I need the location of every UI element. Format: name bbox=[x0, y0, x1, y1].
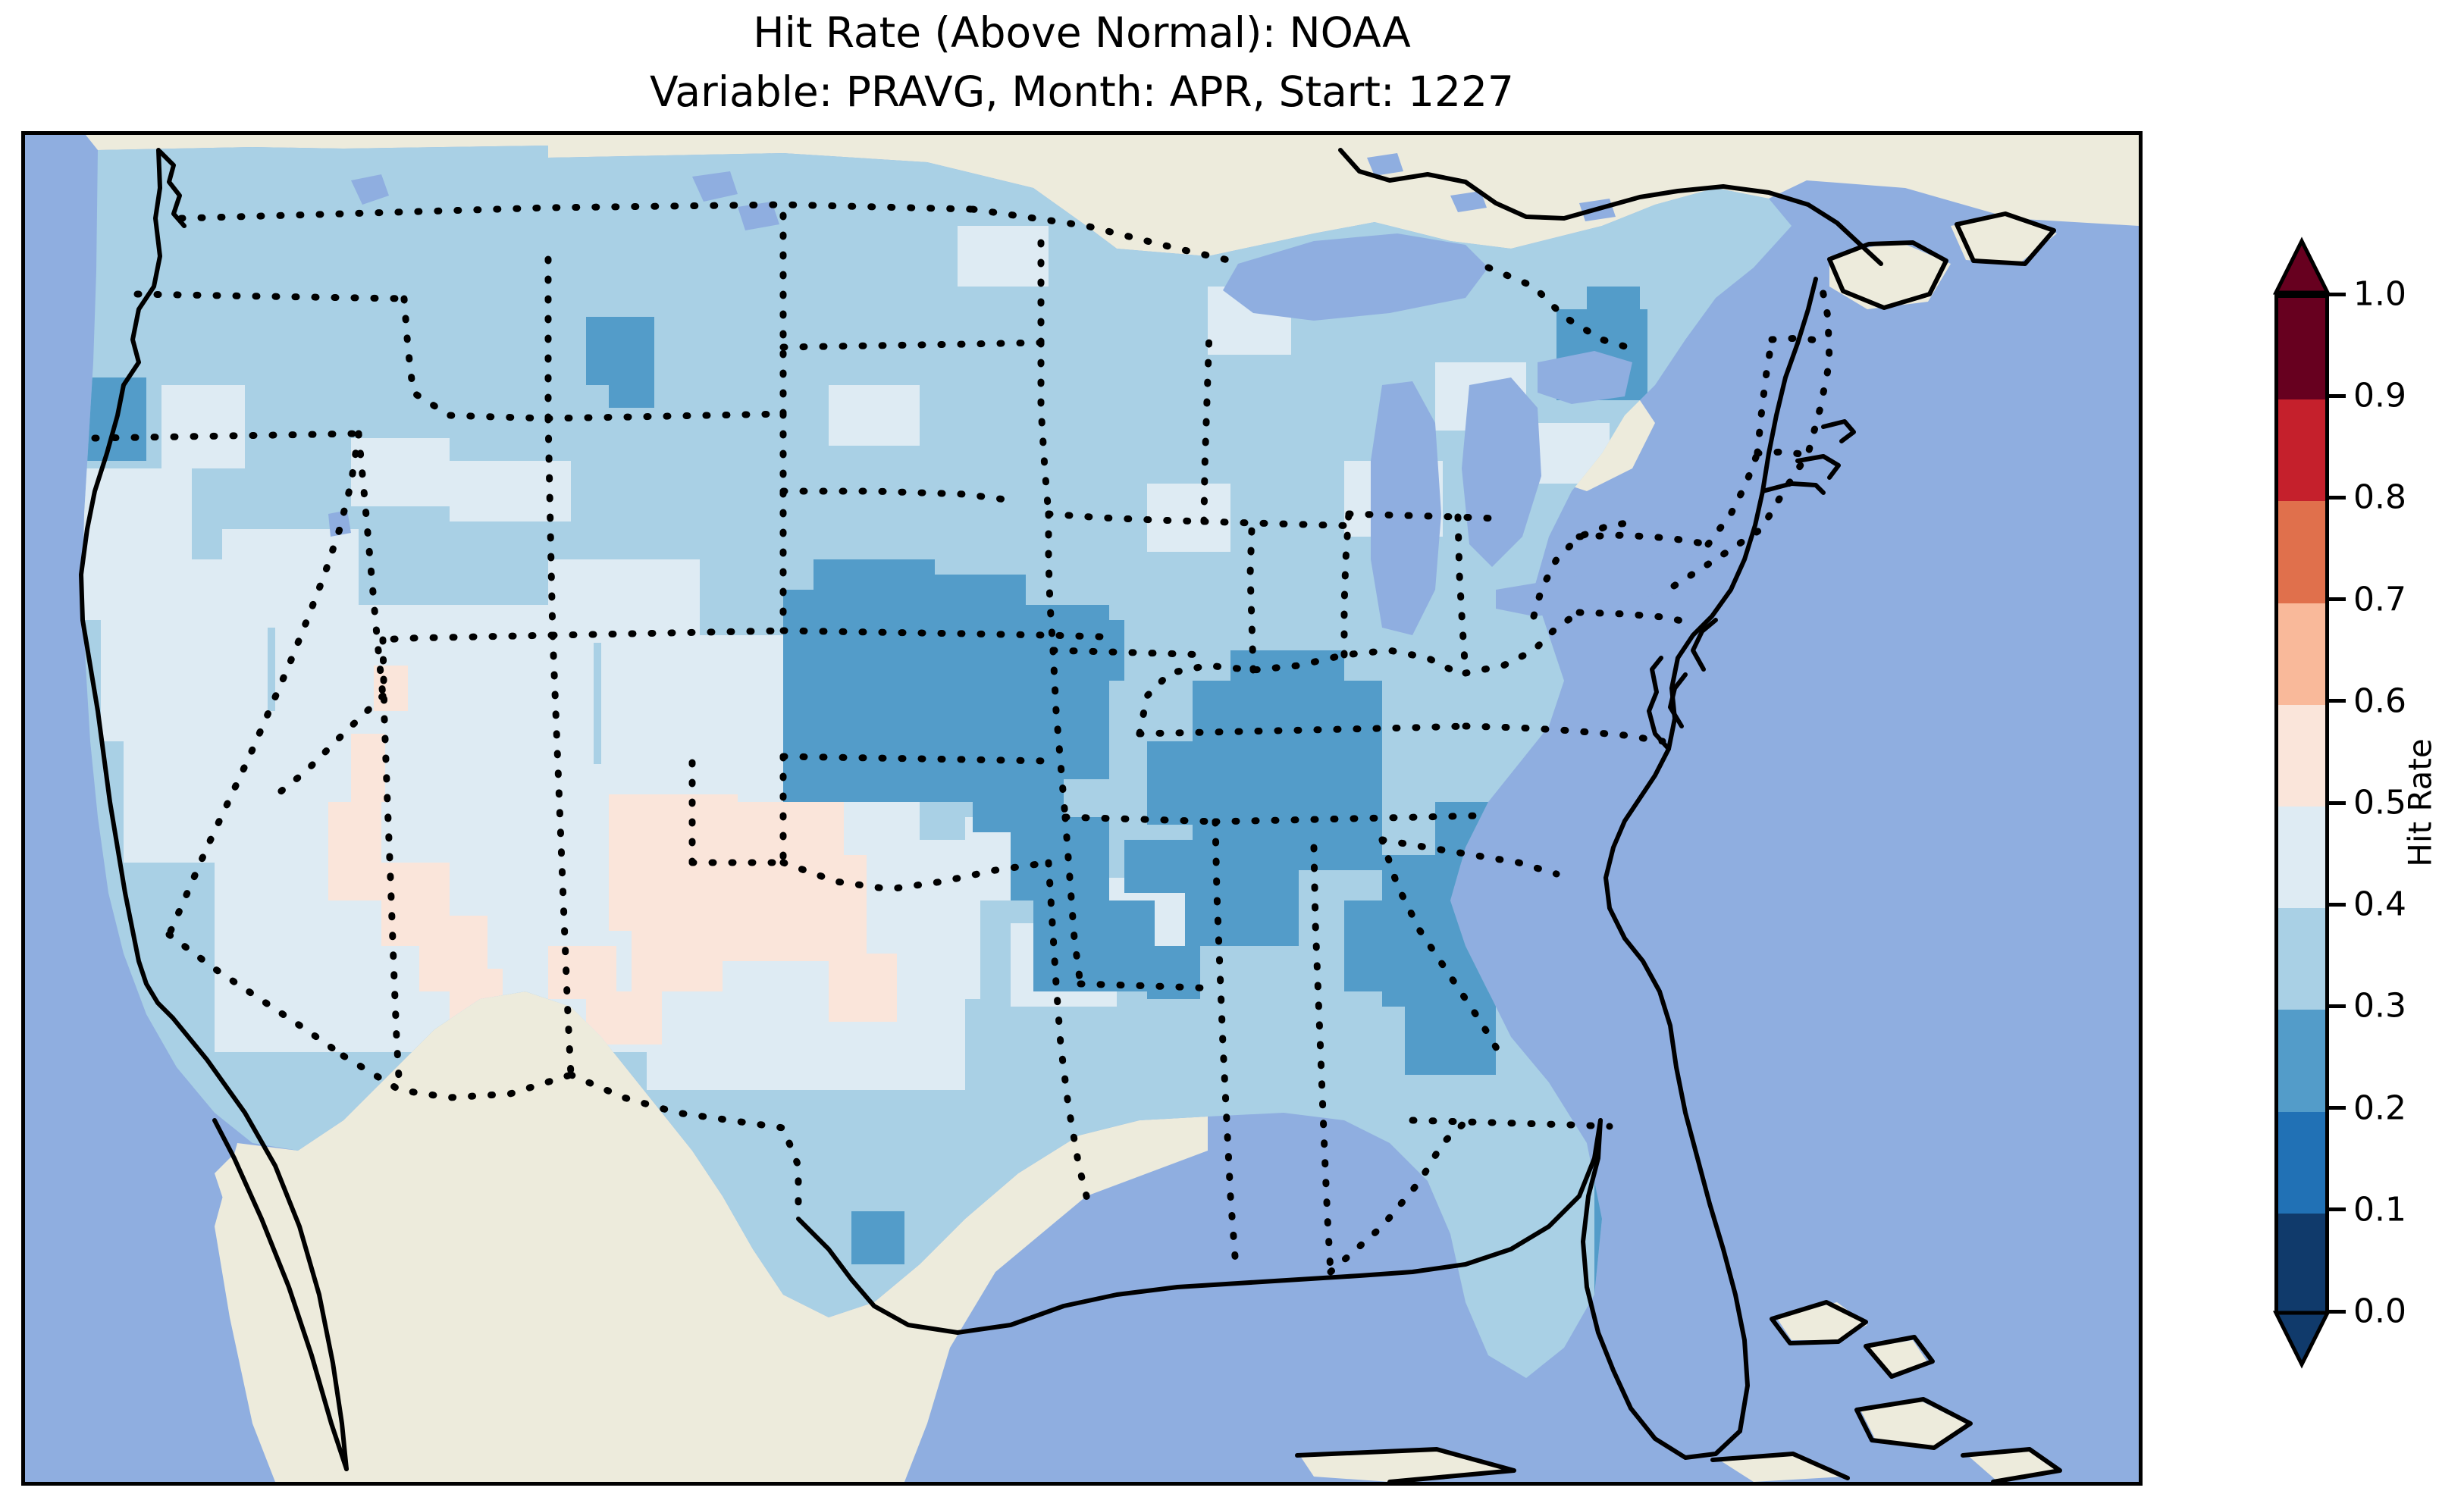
colorbar-tick-0.9 bbox=[2329, 393, 2346, 398]
colorbar-tick-1.0 bbox=[2329, 292, 2346, 296]
colorbar-band-0.4-0.5 bbox=[2278, 807, 2325, 909]
colorbar[interactable]: 1.0 0.9 0.8 0.7 0.6 0.5 0.4 0.3 0.2 0.1 0.0 bbox=[2272, 236, 2406, 1369]
colorbar-extend-max-arrow bbox=[2272, 236, 2331, 295]
colorbar-ticklabel-0.0: 0.0 bbox=[2353, 1292, 2406, 1331]
colorbar-tick-0.7 bbox=[2329, 597, 2346, 602]
colorbar-tick-0.1 bbox=[2329, 1207, 2346, 1212]
colorbar-ticklabel-0.7: 0.7 bbox=[2353, 580, 2406, 619]
colorbar-band-0.0-0.1 bbox=[2278, 1213, 2325, 1315]
colorbar-tick-0.0 bbox=[2329, 1309, 2346, 1314]
colorbar-ticklabel-0.2: 0.2 bbox=[2353, 1088, 2406, 1128]
colorbar-ticklabel-0.4: 0.4 bbox=[2353, 885, 2406, 924]
colorbar-tick-0.8 bbox=[2329, 495, 2346, 500]
colorbar-band-0.2-0.3 bbox=[2278, 1010, 2325, 1112]
colorbar-ticklabel-0.9: 0.9 bbox=[2353, 376, 2406, 415]
colorbar-ticklabel-1.0: 1.0 bbox=[2353, 274, 2406, 314]
colorbar-tick-0.2 bbox=[2329, 1106, 2346, 1110]
colorbar-band-0.3-0.4 bbox=[2278, 908, 2325, 1010]
title-line-1: Hit Rate (Above Normal): NOAA bbox=[753, 8, 1411, 57]
colorbar-ticklabel-0.5: 0.5 bbox=[2353, 783, 2406, 822]
colorbar-tick-0.5 bbox=[2329, 800, 2346, 805]
colorbar-ticklabel-0.8: 0.8 bbox=[2353, 478, 2406, 517]
colorbar-band-0.8-0.9 bbox=[2278, 399, 2325, 502]
colorbar-band-0.9-1.0 bbox=[2278, 298, 2325, 400]
colorbar-gradient[interactable] bbox=[2274, 294, 2329, 1315]
title-line-2: Variable: PRAVG, Month: APR, Start: 1227 bbox=[650, 67, 1514, 116]
colorbar-axis-label: Hit Rate bbox=[2401, 738, 2439, 867]
colorbar-tick-0.4 bbox=[2329, 902, 2346, 907]
colorbar-ticklabel-0.1: 0.1 bbox=[2353, 1190, 2406, 1229]
colorbar-ticklabel-0.6: 0.6 bbox=[2353, 681, 2406, 721]
colorbar-band-0.1-0.2 bbox=[2278, 1111, 2325, 1214]
colorbar-ticklabel-0.3: 0.3 bbox=[2353, 986, 2406, 1026]
colorbar-band-0.7-0.8 bbox=[2278, 501, 2325, 603]
colorbar-tick-0.6 bbox=[2329, 699, 2346, 703]
colorbar-extend-min-arrow bbox=[2272, 1311, 2331, 1369]
map-raster bbox=[25, 135, 2139, 1482]
colorbar-band-0.5-0.6 bbox=[2278, 704, 2325, 807]
colorbar-band-0.6-0.7 bbox=[2278, 603, 2325, 705]
map-axes bbox=[21, 131, 2143, 1486]
colorbar-tick-0.3 bbox=[2329, 1004, 2346, 1008]
page-title: Hit Rate (Above Normal): NOAA Variable: … bbox=[21, 3, 2143, 121]
